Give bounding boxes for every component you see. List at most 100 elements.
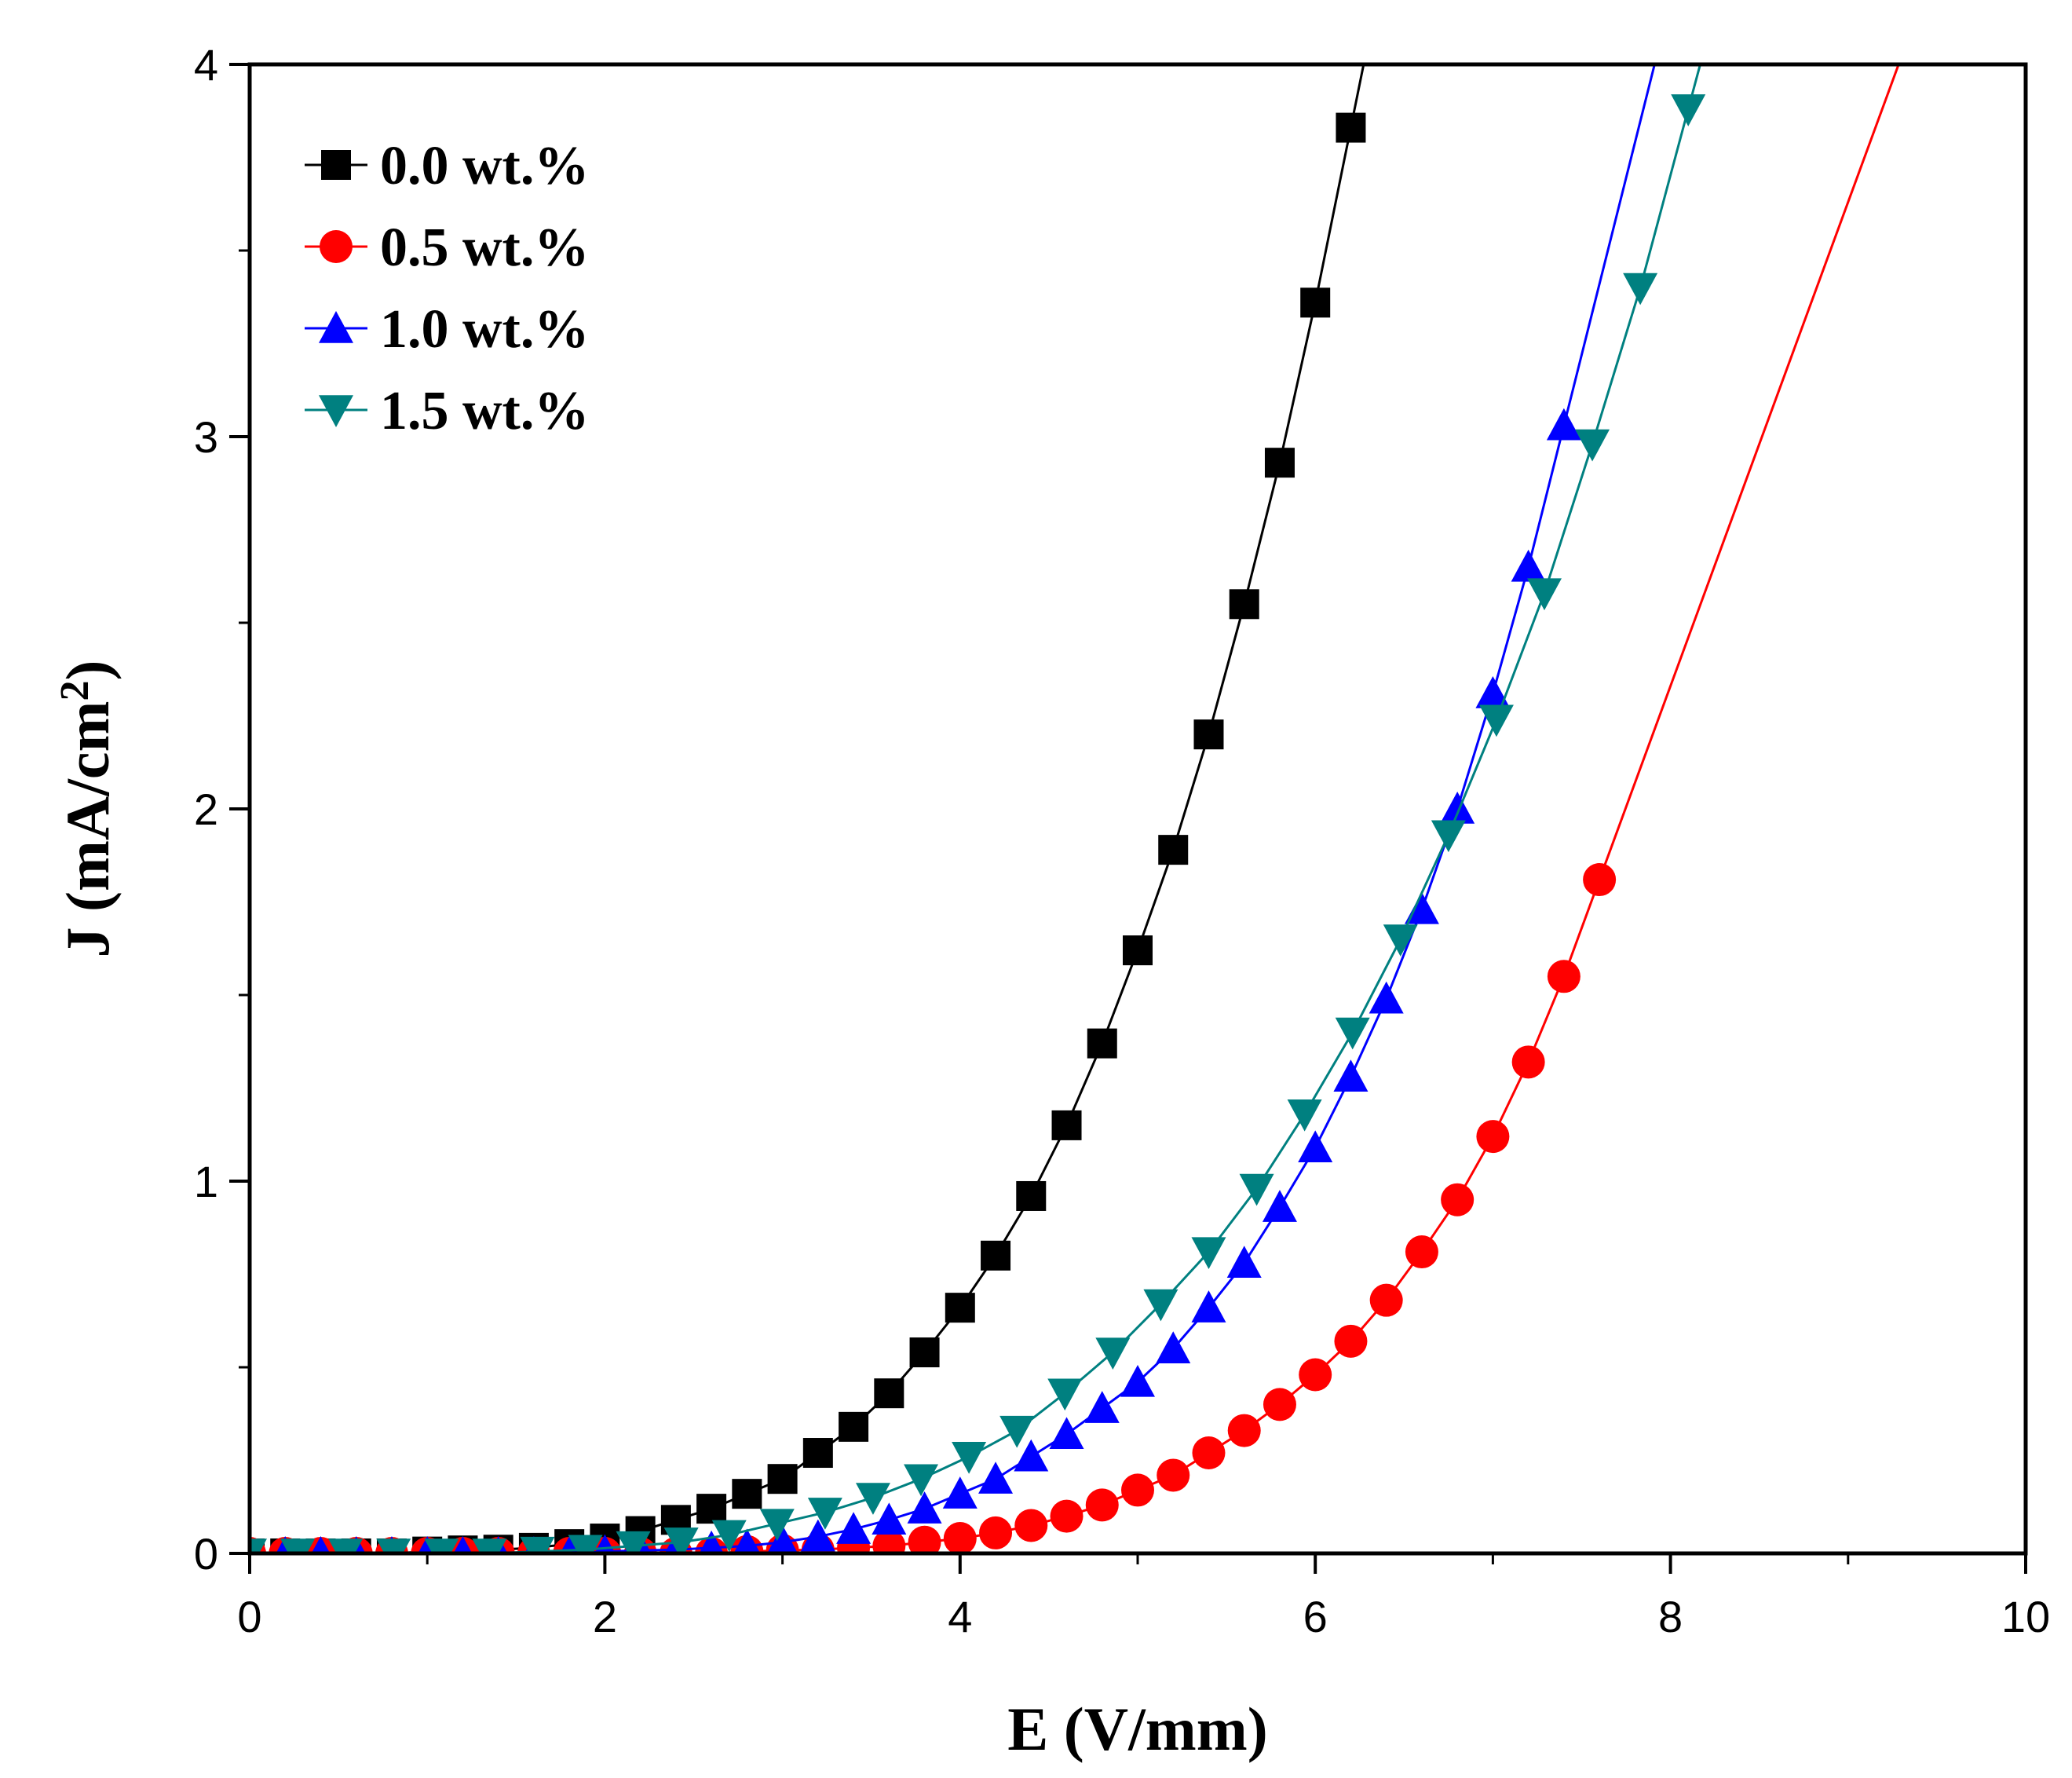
data-point [1239,1173,1274,1206]
data-point [1583,863,1617,897]
data-point [1478,704,1514,737]
data-point [909,1337,940,1368]
data-point [733,1528,761,1553]
data-point [1526,578,1562,611]
data-point [872,1502,907,1535]
data-point [1300,287,1331,318]
legend-label: 1.0 wt.% [380,299,589,360]
data-point [836,1512,872,1544]
y-axis-title-superscript: 2 [53,680,97,701]
data-point [1431,820,1466,853]
data-point [1264,448,1295,478]
data-point [1227,1414,1261,1447]
data-point [1405,1235,1438,1269]
data-point [1441,1183,1475,1216]
data-point [1263,1388,1296,1421]
data-point [759,1509,795,1542]
data-point [874,1378,904,1409]
data-point [1671,94,1706,126]
data-point [1369,1283,1403,1317]
data-point [839,1411,869,1442]
data-point [945,1293,975,1323]
data-point [699,1530,724,1553]
data-point [250,1538,267,1553]
data-point [1336,112,1366,143]
data-point [1191,1237,1226,1270]
data-point [1123,935,1153,966]
data-point [1383,924,1418,957]
data-point [472,1538,507,1553]
series-3 [250,64,1706,1553]
legend-label: 0.5 wt.% [380,218,589,278]
y-tick-label: 0 [194,1529,218,1579]
data-point [696,1494,727,1524]
data-point [424,1538,459,1553]
data-point [1546,408,1581,441]
x-tick-label: 10 [2001,1592,2050,1641]
data-point [1121,1473,1154,1507]
legend-marker [320,230,353,263]
legend: 0.0 wt.% 0.5 wt.% 1.0 wt.% 1.5 wt.% [305,136,589,441]
data-point [1087,1028,1117,1059]
data-point [1050,1499,1084,1533]
series-layer [250,64,1900,1553]
data-point [1475,676,1511,708]
data-point [952,1442,987,1474]
data-point [979,1516,1013,1549]
data-point [732,1479,762,1509]
x-tick-label: 2 [593,1592,617,1641]
data-point [1157,1458,1190,1492]
data-point [1298,1130,1333,1163]
data-point [1299,1358,1332,1392]
data-point [981,1240,1011,1271]
data-point [1049,1417,1084,1450]
data-point [1191,1290,1226,1323]
data-point [1120,1364,1155,1397]
legend-label: 0.0 wt.% [380,136,589,196]
data-point [520,1536,555,1553]
data-point [328,1538,364,1553]
data-point [908,1525,941,1553]
legend-item: 1.5 wt.% [305,381,589,441]
data-point [1440,792,1475,824]
series-line [250,64,1900,1553]
data-point [1547,960,1580,993]
data-point [311,1536,331,1553]
data-point [999,1415,1035,1448]
data-point [1156,1331,1191,1363]
data-point [1192,1436,1226,1470]
data-point [800,1519,835,1552]
data-point [872,1529,906,1553]
legend-marker [319,395,353,427]
data-point [802,1438,833,1469]
data-point [711,1520,747,1553]
data-point [1016,1180,1047,1211]
x-tick-label: 0 [237,1592,261,1641]
data-point [1014,1439,1049,1472]
data-point [1476,1120,1510,1154]
data-point [1085,1488,1119,1522]
legend-item: 0.5 wt.% [305,218,589,278]
data-point [1334,1324,1368,1358]
data-point [1143,1289,1179,1322]
data-point [1511,1045,1545,1079]
data-point [568,1535,603,1553]
data-point [1229,589,1259,620]
y-tick-label: 4 [194,40,218,90]
x-axis-title: E (V/mm) [1007,1695,1267,1763]
legend-label: 1.5 wt.% [380,381,589,441]
x-tick-label: 4 [948,1592,972,1641]
data-point [616,1531,651,1553]
y-tick-label: 3 [194,412,218,462]
data-point [1084,1391,1120,1423]
data-point [855,1483,890,1515]
data-point [1575,429,1610,462]
data-point [663,1527,699,1553]
series-1 [250,64,1900,1553]
data-point [1047,1378,1083,1411]
data-point [1014,1509,1048,1542]
data-point [1511,549,1546,582]
data-point [1623,273,1658,305]
data-point [376,1538,411,1553]
